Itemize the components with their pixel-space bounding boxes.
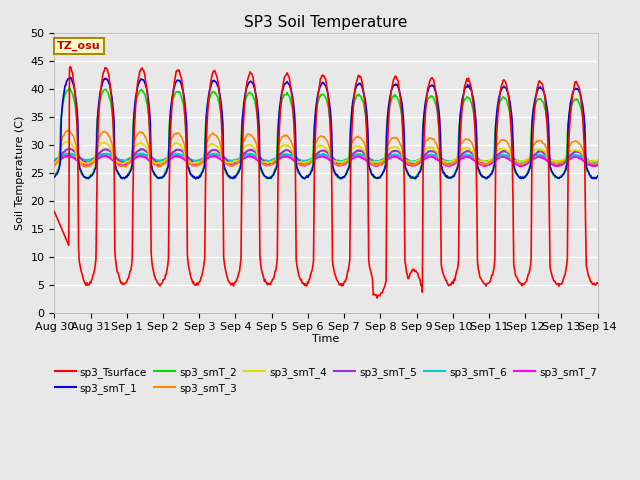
sp3_smT_4 <box>117 161 125 167</box>
sp3_Tsurface <box>172 69 180 75</box>
sp3_smT_3 <box>394 136 401 142</box>
sp3_smT_6 <box>590 159 598 165</box>
sp3_smT_6 <box>60 152 68 157</box>
Line: sp3_smT_6: sp3_smT_6 <box>54 154 598 162</box>
sp3_smT_2 <box>60 95 68 100</box>
sp3_smT_7 <box>516 163 524 169</box>
sp3_smT_6 <box>51 156 58 162</box>
sp3_smT_6 <box>201 155 209 160</box>
Line: sp3_smT_3: sp3_smT_3 <box>54 131 598 167</box>
Line: sp3_smT_2: sp3_smT_2 <box>54 88 598 179</box>
sp3_smT_5 <box>591 162 598 168</box>
sp3_smT_4 <box>173 141 180 146</box>
sp3_smT_5 <box>172 147 180 153</box>
sp3_smT_2 <box>51 173 58 179</box>
sp3_smT_3 <box>60 132 68 138</box>
sp3_Tsurface <box>394 77 401 83</box>
sp3_smT_7 <box>201 157 209 163</box>
sp3_smT_7 <box>393 154 401 159</box>
sp3_smT_2 <box>172 89 180 95</box>
sp3_smT_5 <box>201 154 209 160</box>
X-axis label: Time: Time <box>312 334 340 344</box>
sp3_smT_3 <box>202 145 209 151</box>
sp3_smT_4 <box>60 140 68 145</box>
sp3_Tsurface <box>117 280 125 286</box>
sp3_smT_7 <box>594 162 602 168</box>
sp3_smT_1 <box>172 79 180 85</box>
sp3_Tsurface <box>201 256 209 262</box>
sp3_smT_6 <box>116 157 124 163</box>
sp3_smT_5 <box>60 149 68 155</box>
Line: sp3_Tsurface: sp3_Tsurface <box>54 67 598 298</box>
sp3_smT_7 <box>51 161 58 167</box>
sp3_smT_4 <box>594 157 602 163</box>
sp3_Tsurface <box>594 280 602 286</box>
sp3_smT_1 <box>202 134 209 140</box>
sp3_smT_5 <box>117 159 125 165</box>
sp3_smT_3 <box>117 163 125 169</box>
sp3_smT_2 <box>594 174 602 180</box>
sp3_smT_2 <box>393 94 401 99</box>
sp3_smT_2 <box>117 175 125 181</box>
Text: TZ_osu: TZ_osu <box>57 41 100 51</box>
sp3_Tsurface <box>410 267 417 273</box>
sp3_smT_5 <box>409 162 417 168</box>
sp3_smT_6 <box>172 151 180 156</box>
sp3_smT_5 <box>594 161 602 167</box>
sp3_smT_1 <box>394 82 401 88</box>
sp3_smT_4 <box>410 159 417 165</box>
sp3_smT_3 <box>51 163 58 168</box>
sp3_smT_2 <box>66 85 74 91</box>
sp3_smT_3 <box>410 162 417 168</box>
Legend: sp3_Tsurface, sp3_smT_1, sp3_smT_2, sp3_smT_3, sp3_smT_4, sp3_smT_5, sp3_smT_6, : sp3_Tsurface, sp3_smT_1, sp3_smT_2, sp3_… <box>51 362 602 398</box>
sp3_smT_3 <box>65 128 72 133</box>
sp3_smT_2 <box>409 174 417 180</box>
sp3_smT_1 <box>67 75 75 81</box>
sp3_smT_7 <box>60 154 68 159</box>
sp3_smT_2 <box>591 176 598 182</box>
Line: sp3_smT_5: sp3_smT_5 <box>54 149 598 165</box>
sp3_smT_5 <box>393 148 401 154</box>
sp3_smT_6 <box>137 151 145 156</box>
Title: SP3 Soil Temperature: SP3 Soil Temperature <box>244 15 408 30</box>
sp3_Tsurface <box>67 64 74 70</box>
sp3_smT_2 <box>201 150 209 156</box>
Line: sp3_smT_1: sp3_smT_1 <box>54 78 598 179</box>
sp3_smT_5 <box>67 146 74 152</box>
sp3_smT_3 <box>594 160 602 166</box>
sp3_Tsurface <box>373 295 381 301</box>
sp3_smT_7 <box>65 153 72 158</box>
sp3_smT_7 <box>172 153 180 159</box>
sp3_smT_5 <box>51 158 58 164</box>
Y-axis label: Soil Temperature (C): Soil Temperature (C) <box>15 115 25 230</box>
sp3_smT_4 <box>202 147 209 153</box>
Line: sp3_smT_7: sp3_smT_7 <box>54 156 598 166</box>
sp3_smT_1 <box>594 173 602 179</box>
Line: sp3_smT_4: sp3_smT_4 <box>54 142 598 164</box>
sp3_smT_3 <box>122 164 129 170</box>
sp3_smT_1 <box>410 175 417 180</box>
sp3_smT_1 <box>117 175 125 180</box>
sp3_Tsurface <box>51 209 58 215</box>
sp3_smT_6 <box>594 158 602 164</box>
sp3_smT_7 <box>409 162 417 168</box>
sp3_smT_6 <box>409 158 417 164</box>
sp3_smT_6 <box>393 152 401 158</box>
sp3_smT_4 <box>156 161 164 167</box>
sp3_smT_7 <box>117 161 125 167</box>
sp3_smT_4 <box>63 139 70 144</box>
sp3_smT_1 <box>51 174 58 180</box>
sp3_smT_1 <box>192 176 200 181</box>
sp3_smT_4 <box>51 160 58 166</box>
sp3_smT_1 <box>60 89 68 95</box>
sp3_smT_3 <box>173 131 180 137</box>
sp3_Tsurface <box>60 232 68 238</box>
sp3_smT_4 <box>394 144 401 150</box>
